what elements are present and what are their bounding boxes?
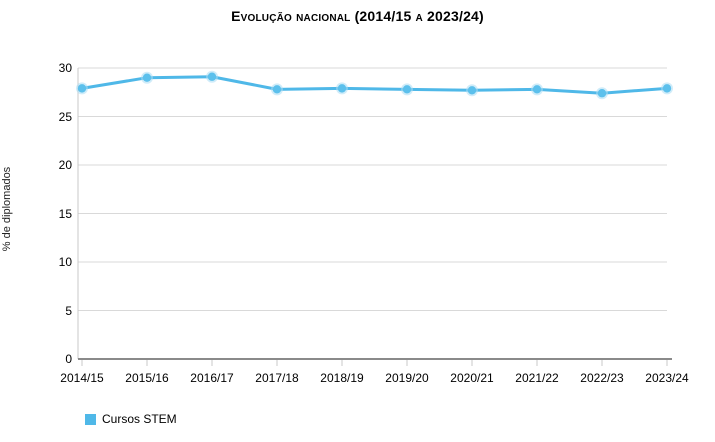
x-axis-tick-label: 2022/23 <box>580 371 624 385</box>
x-axis-tick-label: 2021/22 <box>515 371 559 385</box>
series-line <box>80 75 669 95</box>
y-axis-tick-label: 20 <box>58 158 72 172</box>
chart-title: Evolução nacional (2014/15 a 2023/24) <box>231 8 484 24</box>
y-axis-tick-label: 15 <box>58 206 72 221</box>
x-axis-tick-label: 2017/18 <box>255 371 299 385</box>
y-axis-tick-label: 0 <box>65 352 72 366</box>
data-point <box>532 85 542 94</box>
x-axis-tick-label: 2015/16 <box>125 371 169 385</box>
legend-label: Cursos STEM <box>102 412 177 426</box>
data-point <box>402 85 412 94</box>
data-point <box>337 84 347 93</box>
legend-swatch <box>85 413 96 425</box>
x-axis-tick-label: 2020/21 <box>450 371 494 385</box>
data-point <box>597 89 607 98</box>
legend: Cursos STEM <box>85 412 177 426</box>
y-axis-tick-label: 5 <box>65 303 72 318</box>
x-axis-tick-label: 2019/20 <box>385 371 429 385</box>
y-axis-tick-label: 25 <box>58 109 72 124</box>
data-point <box>207 72 217 81</box>
data-point <box>662 84 672 93</box>
data-point <box>77 84 87 93</box>
x-axis-tick-label: 2016/17 <box>190 371 234 385</box>
data-point <box>142 73 152 82</box>
x-axis-tick-label: 2023/24 <box>645 371 689 385</box>
y-axis-tick-label: 30 <box>58 61 72 75</box>
x-axis-tick-label: 2018/19 <box>320 371 364 385</box>
data-point <box>467 86 477 95</box>
x-axis-tick-label: 2014/15 <box>60 371 104 385</box>
data-point <box>272 85 282 94</box>
y-axis-tick-label: 10 <box>58 255 72 269</box>
